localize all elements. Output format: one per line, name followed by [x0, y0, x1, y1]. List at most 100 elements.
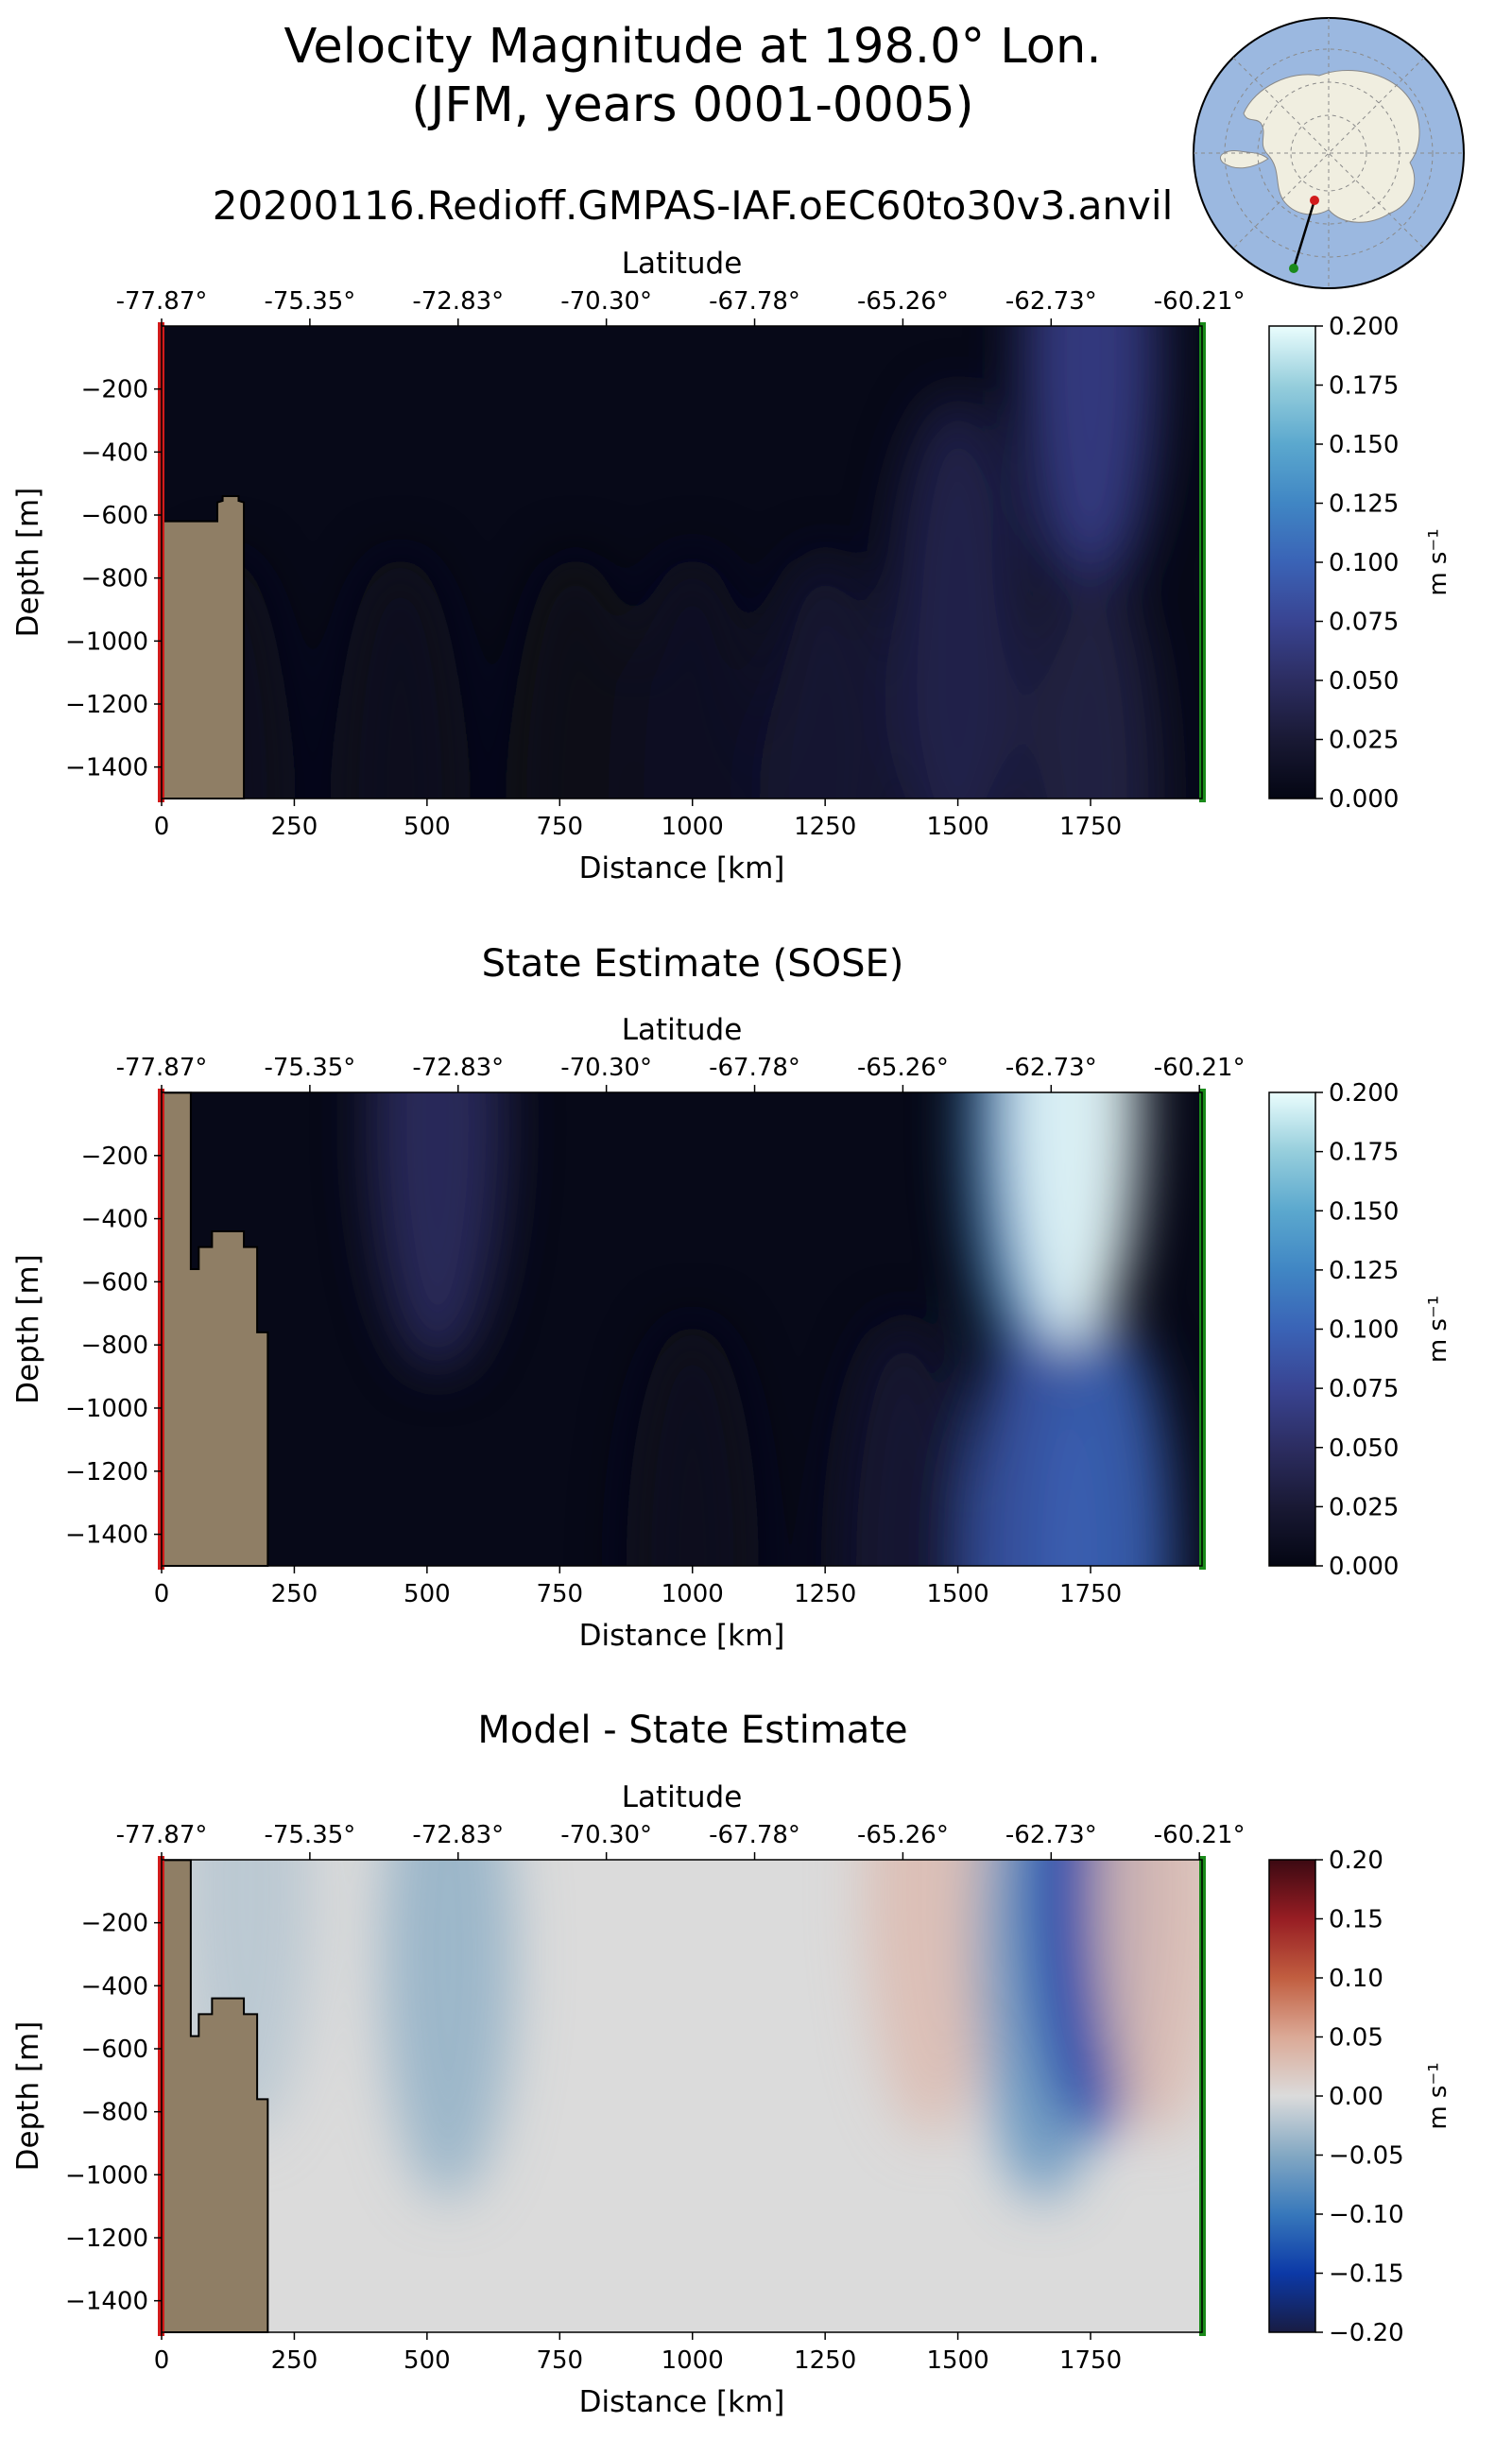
- top-tick-label: -77.87°: [116, 1821, 208, 1849]
- field-feature-2: [334, 553, 467, 799]
- top-tick-label: -65.26°: [857, 1054, 949, 1082]
- y-tick-label: −800: [81, 1332, 148, 1360]
- x-axis-label: Distance [km]: [579, 2385, 785, 2419]
- figure-title-line2: (JFM, years 0001-0005): [411, 77, 974, 133]
- field-feature-6: [891, 395, 1024, 799]
- figure-title-line1: Velocity Magnitude at 198.0° Lon.: [284, 19, 1102, 75]
- top-tick-label: -67.78°: [709, 1054, 800, 1082]
- x-tick-label: 1500: [927, 813, 989, 841]
- y-tick-label: −1200: [65, 691, 148, 719]
- x-tick-label: 500: [404, 813, 451, 841]
- colorbar-tick-label: 0.100: [1329, 1316, 1399, 1345]
- top-tick-label: -70.30°: [560, 1821, 652, 1849]
- y-tick-label: −1000: [65, 627, 148, 656]
- y-tick-label: −600: [81, 2036, 148, 2064]
- top-axis-label: Latitude: [622, 247, 743, 281]
- plot-frame: [161, 1859, 1203, 2333]
- field-feature-5: [1008, 1092, 1142, 1354]
- colorbar-tick-label: 0.200: [1329, 1079, 1399, 1108]
- colorbar: [1268, 325, 1316, 799]
- top-tick-label: -60.21°: [1154, 287, 1246, 316]
- colorbar-tick-label: 0.05: [1329, 2024, 1383, 2053]
- x-tick-label: 1750: [1059, 813, 1122, 841]
- x-tick-label: 1750: [1059, 2346, 1122, 2375]
- map-graticule-ring-3: [1290, 114, 1367, 192]
- map-transect-start: [1310, 196, 1319, 205]
- x-tick-label: 1000: [662, 2346, 724, 2375]
- y-tick-label: −1000: [65, 1395, 148, 1423]
- colorbar-tick-label: 0.000: [1329, 785, 1399, 814]
- top-tick-label: -67.78°: [709, 1821, 800, 1849]
- x-tick-label: 750: [536, 813, 583, 841]
- y-tick-label: −1400: [65, 754, 148, 782]
- x-tick-label: 0: [154, 2346, 170, 2375]
- x-tick-label: 750: [536, 2346, 583, 2375]
- x-tick-label: 250: [271, 813, 318, 841]
- figure-subtitle: 20200116.Redioff.GMPAS-IAF.oEC60to30v3.a…: [212, 182, 1174, 229]
- field-feature-7: [1040, 1320, 1173, 1566]
- colorbar-tick-label: 0.025: [1329, 1493, 1399, 1521]
- y-tick-label: −1000: [65, 2161, 148, 2190]
- x-tick-label: 0: [154, 813, 170, 841]
- inset-map: [1193, 17, 1465, 289]
- field-feature-5: [759, 553, 892, 799]
- x-tick-label: 1500: [927, 2346, 989, 2375]
- colorbar-label: m s⁻¹: [1424, 2062, 1452, 2129]
- x-axis-label: Distance [km]: [579, 1619, 785, 1653]
- top-tick-label: -67.78°: [709, 287, 800, 316]
- x-tick-label: 0: [154, 1580, 170, 1608]
- colorbar-tick-label: 0.075: [1329, 609, 1399, 637]
- colorbar-tick-label: 0.000: [1329, 1553, 1399, 1581]
- top-tick-label: -77.87°: [116, 1054, 208, 1082]
- field-feature-1: [371, 1092, 505, 1370]
- panel-2-title: State Estimate (SOSE): [481, 942, 904, 986]
- colorbar: [1268, 1091, 1316, 1567]
- y-tick-label: −200: [81, 1910, 148, 1938]
- x-tick-label: 250: [271, 2346, 318, 2375]
- map-transect-end: [1289, 264, 1298, 273]
- x-tick-label: 1250: [794, 1580, 856, 1608]
- y-tick-label: −400: [81, 438, 148, 467]
- x-tick-label: 750: [536, 1580, 583, 1608]
- colorbar-tick-label: 0.050: [1329, 667, 1399, 696]
- colorbar-tick-label: −0.20: [1329, 2319, 1404, 2347]
- colorbar-tick-label: −0.05: [1329, 2142, 1404, 2171]
- top-tick-label: -75.35°: [264, 1821, 355, 1849]
- x-tick-label: 1250: [794, 813, 856, 841]
- seafloor-land: [161, 1091, 269, 1567]
- x-tick-label: 500: [404, 2346, 451, 2375]
- y-tick-label: −1400: [65, 2288, 148, 2316]
- field-feature-7: [1024, 326, 1158, 604]
- top-axis-label: Latitude: [622, 1780, 743, 1814]
- colorbar-tick-label: 0.175: [1329, 1139, 1399, 1167]
- top-tick-label: -75.35°: [264, 1054, 355, 1082]
- field-feature-2: [626, 1320, 759, 1566]
- x-axis-label: Distance [km]: [579, 851, 785, 885]
- top-tick-label: -72.83°: [412, 1821, 504, 1849]
- field-feature-4: [626, 553, 759, 799]
- y-tick-label: −1400: [65, 1521, 148, 1550]
- colorbar-tick-label: 0.100: [1329, 549, 1399, 577]
- plot-frame: [161, 1091, 1203, 1567]
- y-tick-label: −1200: [65, 2225, 148, 2253]
- colorbar-tick-label: 0.15: [1329, 1906, 1383, 1934]
- top-tick-label: -62.73°: [1005, 1054, 1097, 1082]
- y-tick-label: −600: [81, 502, 148, 530]
- y-axis-label: Depth [m]: [11, 488, 45, 638]
- seafloor-land: [161, 495, 246, 799]
- y-tick-label: −800: [81, 565, 148, 593]
- panel-3-title: Model - State Estimate: [477, 1709, 908, 1752]
- map-transect-line: [1292, 199, 1316, 269]
- top-tick-label: -77.87°: [116, 287, 208, 316]
- colorbar-label: m s⁻¹: [1424, 528, 1452, 595]
- colorbar-tick-label: 0.025: [1329, 727, 1399, 755]
- colorbar: [1268, 1859, 1316, 2333]
- field-feature-2: [382, 1860, 515, 2200]
- colorbar-tick-label: 0.125: [1329, 490, 1399, 519]
- field-feature-3: [865, 1860, 998, 2138]
- top-tick-label: -72.83°: [412, 287, 504, 316]
- top-tick-label: -72.83°: [412, 1054, 504, 1082]
